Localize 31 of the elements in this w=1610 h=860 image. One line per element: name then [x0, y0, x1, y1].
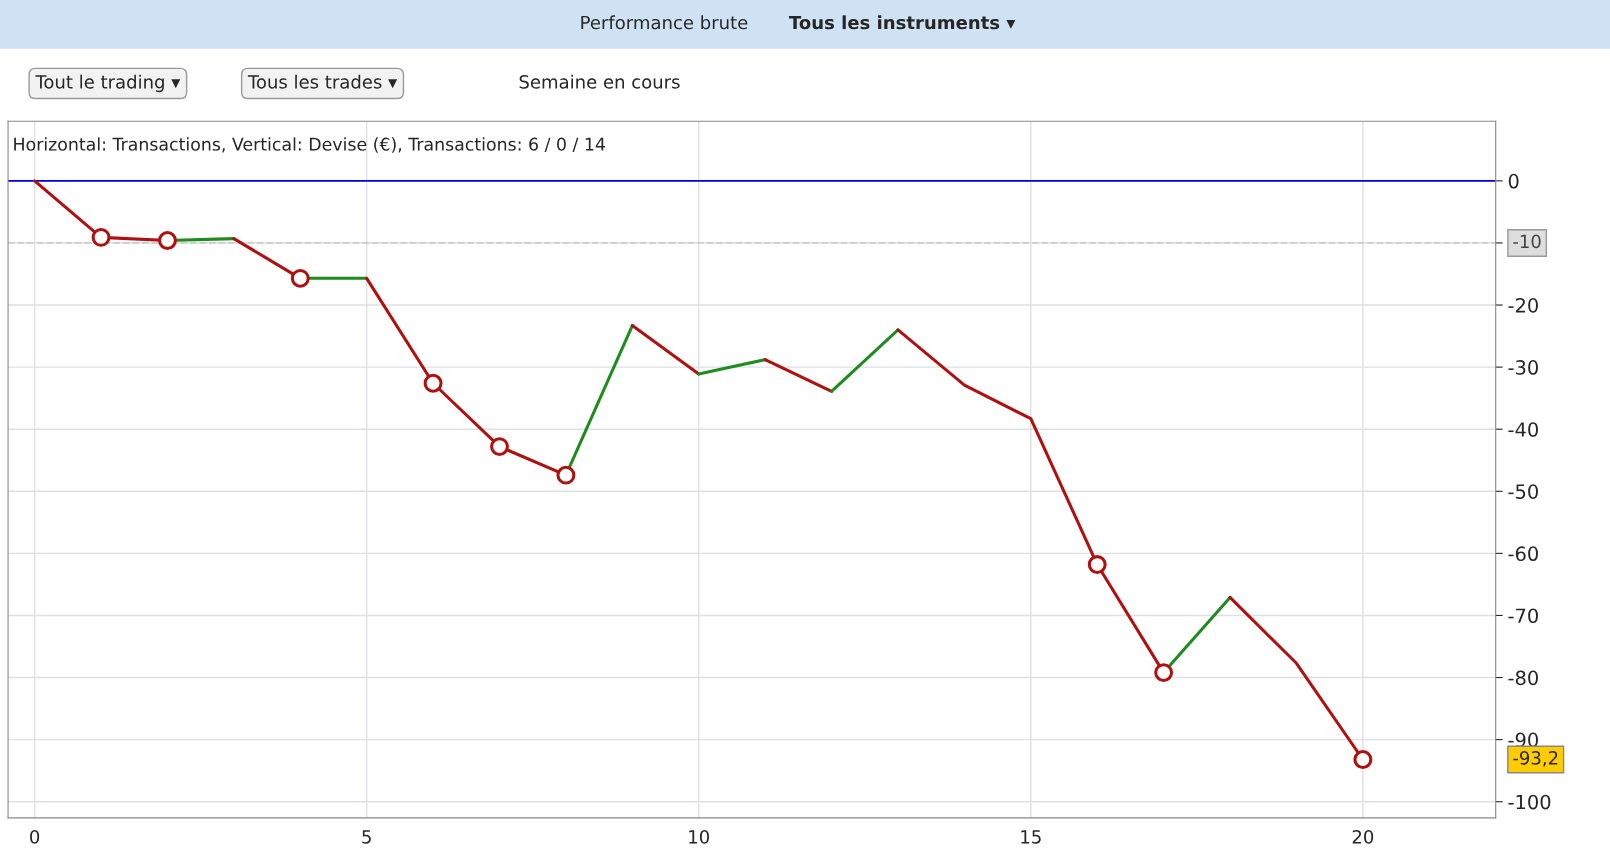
point: [423, 373, 443, 393]
text: Semaine en cours: [519, 74, 680, 89]
point: [91, 227, 111, 247]
point: [157, 231, 177, 250]
point: [1087, 555, 1107, 574]
point: [1154, 663, 1174, 683]
y-tick-label: -80: [1508, 670, 1538, 686]
text: -93,2: [1513, 751, 1558, 767]
x-tick-label: 15: [1021, 830, 1041, 844]
x-tick-label: 10: [689, 829, 710, 844]
y-tick-label: 0: [1508, 173, 1519, 189]
point: [290, 268, 310, 288]
point: [556, 465, 576, 485]
ref-line-label: -10: [1513, 234, 1541, 249]
y-tick-label: -50: [1508, 484, 1538, 499]
x-tick-label: 0: [30, 829, 40, 844]
point: [490, 437, 509, 457]
y-tick-label: -70: [1508, 608, 1538, 624]
x-tick-label: 20: [1352, 829, 1374, 844]
text: Tout le trading ▾: [35, 74, 181, 93]
text: Horizontal: Transactions, Vertical: Devise (€), Transactions: 6 / 0 / 14: [14, 137, 605, 153]
text: Tous les trades ▾: [247, 74, 398, 89]
y-tick-label: -30: [1508, 360, 1538, 375]
x-tick-label: 5: [362, 830, 371, 844]
text: Performance brute: [581, 15, 748, 30]
y-tick-label: -20: [1508, 297, 1538, 313]
text: Tous les instruments ▾: [788, 15, 1016, 30]
y-tick-label: -60: [1508, 546, 1538, 562]
y-tick-label: -40: [1508, 422, 1538, 437]
y-tick-label: -100: [1508, 794, 1551, 810]
point: [1353, 750, 1373, 769]
